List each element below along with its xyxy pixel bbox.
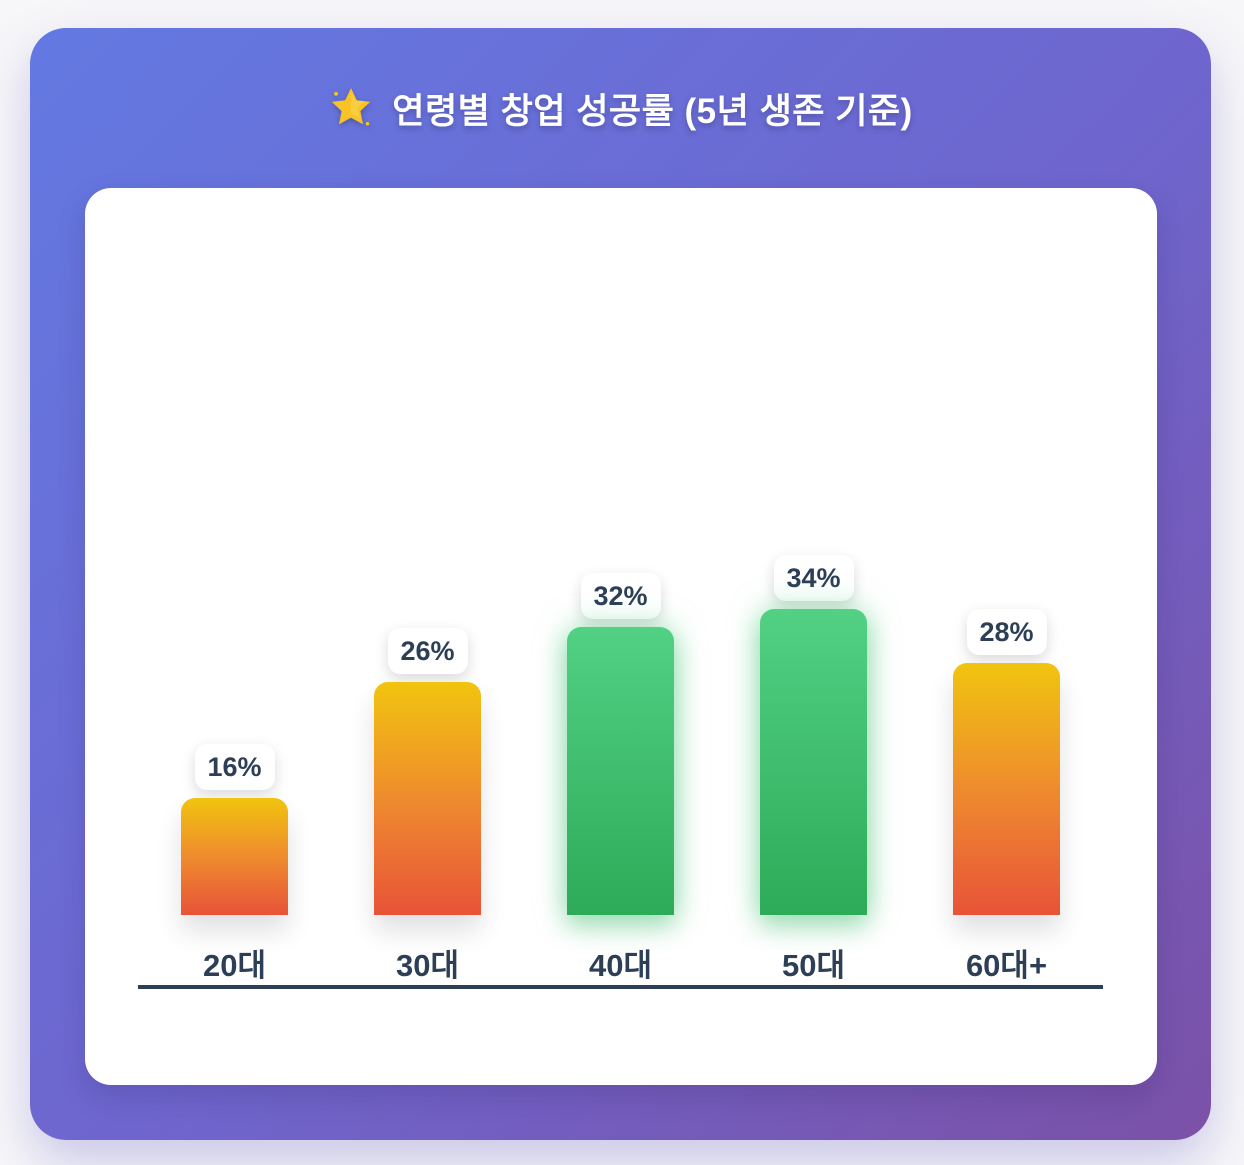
chart-title: 연령별 창업 성공률 (5년 생존 기준) bbox=[392, 91, 913, 131]
bar-column-40s: 32% bbox=[567, 573, 674, 915]
value-badge-20s: 16% bbox=[194, 744, 275, 790]
x-label-20s: 20대 bbox=[202, 948, 266, 983]
value-badge-30s: 26% bbox=[387, 628, 468, 674]
x-label-60s: 60대+ bbox=[965, 948, 1048, 983]
bar-column-50s: 34% bbox=[760, 555, 867, 915]
bar-60s bbox=[953, 663, 1060, 915]
plot-area: 16% 26% 32% 34% 28% bbox=[85, 188, 1157, 915]
x-label-40s: 40대 bbox=[588, 948, 652, 983]
chart-card: 16% 26% 32% 34% 28% bbox=[84, 188, 1157, 1085]
glowing-star-icon bbox=[328, 85, 374, 131]
value-badge-40s: 32% bbox=[580, 573, 661, 619]
bar-column-30s: 26% bbox=[374, 628, 481, 915]
value-badge-60s: 28% bbox=[966, 609, 1047, 655]
gradient-panel: 연령별 창업 성공률 (5년 생존 기준) 16% 26% 32% 34% bbox=[30, 28, 1211, 1140]
bar-40s bbox=[567, 627, 674, 915]
bar-column-60s: 28% bbox=[953, 609, 1060, 915]
value-badge-50s: 34% bbox=[773, 555, 854, 601]
chart-header: 연령별 창업 성공률 (5년 생존 기준) bbox=[30, 28, 1211, 188]
bar-50s bbox=[760, 609, 867, 915]
bar-column-20s: 16% bbox=[181, 744, 288, 915]
bar-20s bbox=[181, 798, 288, 915]
x-axis: 20대 30대 40대 50대 60대+ bbox=[138, 948, 1103, 989]
x-label-30s: 30대 bbox=[395, 948, 459, 983]
bar-30s bbox=[374, 682, 481, 915]
x-label-50s: 50대 bbox=[781, 948, 845, 983]
